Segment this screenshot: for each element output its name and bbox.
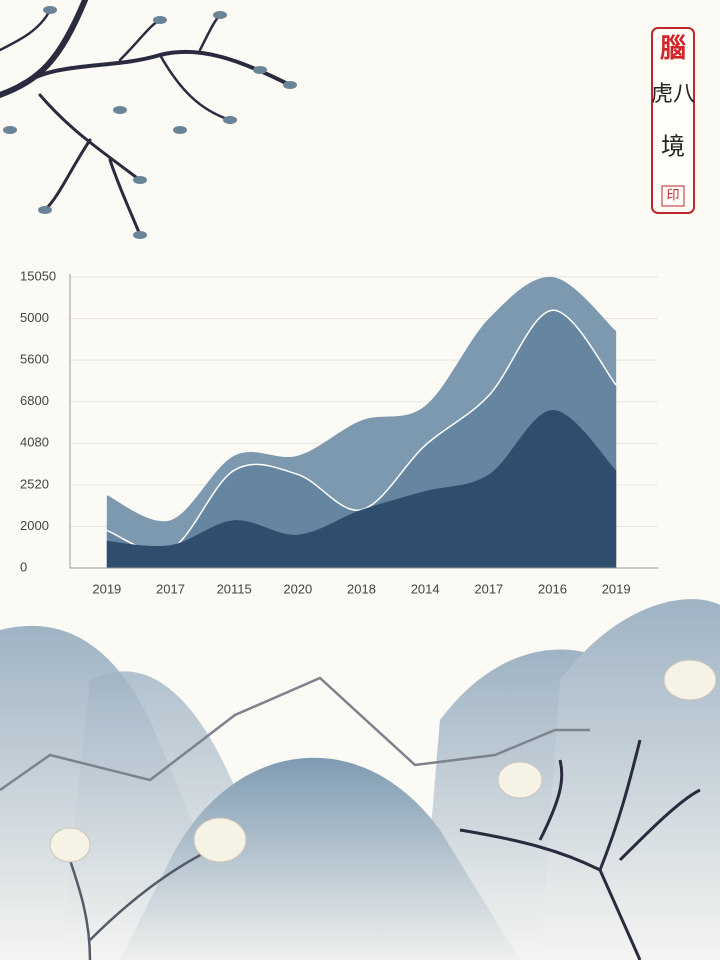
stamp-frame (661, 185, 685, 207)
y-tick-label: 5000 (20, 310, 49, 325)
seal-frame (651, 27, 695, 214)
stamp: 印 (666, 187, 679, 202)
seal-line: 境 (661, 133, 685, 160)
x-tick-label: 2017 (156, 581, 185, 596)
x-tick-label: 2014 (411, 581, 440, 596)
y-tick-label: 15050 (20, 268, 56, 283)
x-tick-label: 2020 (283, 581, 312, 596)
x-tick-label: 2017 (474, 581, 503, 596)
y-tick-label: 2000 (20, 518, 49, 533)
area (106, 410, 617, 568)
x-tick-label: 2019 (92, 581, 121, 596)
x-tick-label: 2019 (602, 581, 631, 596)
y-tick-label: 2520 (20, 476, 49, 491)
y-tick-label: 5600 (20, 352, 49, 367)
area-line (106, 309, 617, 553)
x-tick-label: 20115 (217, 581, 252, 596)
chart: 0 2000 2520 4080 6800 5600 5000 15050 2019 2017 20… (20, 268, 658, 596)
landscape (0, 599, 720, 960)
seal-line: 虎八 (651, 81, 695, 106)
y-tick-label: 0 (20, 559, 27, 574)
leaves (3, 6, 297, 239)
x-tick-label: 2016 (538, 581, 567, 596)
seal: 腦 虎八 境 印 (651, 27, 695, 214)
branch (0, 0, 292, 237)
y-tick-label: 4080 (20, 435, 49, 450)
seal-top: 腦 (660, 33, 686, 63)
x-tick-label: 2018 (347, 581, 376, 596)
y-tick-label: 6800 (20, 393, 49, 408)
